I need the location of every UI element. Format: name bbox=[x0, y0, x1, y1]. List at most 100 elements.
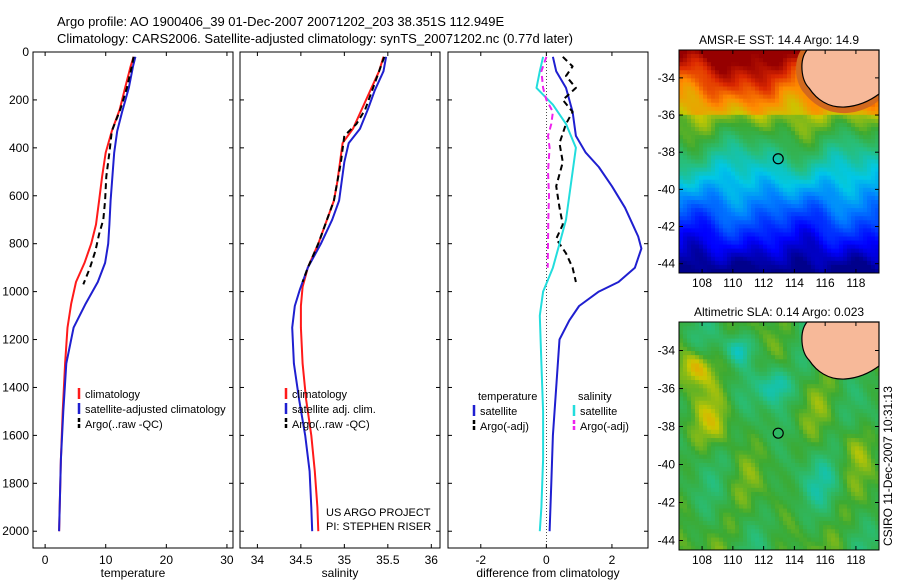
map-cell bbox=[751, 159, 756, 165]
map-cell bbox=[827, 487, 832, 493]
map-cell bbox=[683, 139, 688, 144]
map-cell bbox=[871, 433, 876, 439]
map-cell bbox=[855, 252, 860, 258]
map-cell bbox=[739, 458, 744, 464]
map-cell bbox=[875, 260, 879, 266]
map-cell bbox=[747, 264, 752, 270]
map-cell bbox=[683, 159, 688, 165]
map-cell bbox=[819, 256, 824, 262]
map-cell bbox=[727, 171, 732, 177]
map-cell bbox=[775, 179, 780, 185]
map-cell bbox=[723, 351, 728, 356]
map-cell bbox=[783, 208, 788, 213]
map-cell bbox=[715, 70, 720, 75]
map-cell bbox=[687, 82, 692, 88]
map-cell bbox=[783, 446, 788, 452]
map-cell bbox=[799, 438, 804, 443]
map-cell bbox=[731, 86, 736, 92]
map-cell bbox=[811, 139, 816, 144]
map-cell bbox=[703, 90, 708, 96]
map-cell bbox=[703, 102, 708, 108]
map-cell bbox=[743, 425, 748, 431]
map-cell bbox=[807, 143, 812, 148]
map-cell bbox=[743, 195, 748, 201]
map-cell bbox=[795, 86, 800, 92]
map-cell bbox=[699, 450, 704, 456]
map-cell bbox=[787, 346, 792, 352]
map-cell bbox=[831, 244, 836, 250]
map-cell bbox=[795, 94, 800, 100]
map-cell bbox=[815, 433, 820, 439]
map-cell bbox=[751, 191, 756, 197]
map-cell bbox=[831, 471, 836, 476]
map-cell bbox=[763, 346, 768, 352]
map-cell bbox=[739, 54, 744, 59]
map-cell bbox=[807, 236, 812, 242]
map-cell bbox=[811, 147, 816, 152]
map-cell bbox=[783, 268, 788, 273]
map-cell bbox=[703, 380, 708, 385]
map-cell bbox=[691, 122, 696, 128]
map-cell bbox=[691, 409, 696, 414]
map-cell bbox=[791, 135, 796, 140]
map-cell bbox=[819, 143, 824, 148]
map-cell bbox=[747, 252, 752, 258]
map-cell bbox=[807, 433, 812, 439]
map-cell bbox=[703, 256, 708, 262]
legend-label: Argo(-adj) bbox=[480, 421, 529, 433]
map-cell bbox=[811, 179, 816, 185]
map-cell bbox=[767, 326, 772, 331]
map-cell bbox=[835, 252, 840, 258]
map-cell bbox=[807, 131, 812, 136]
map-cell bbox=[679, 450, 684, 456]
map-cell bbox=[771, 208, 776, 213]
map-cell bbox=[707, 433, 712, 439]
map-cell bbox=[755, 54, 760, 59]
map-cell bbox=[803, 228, 808, 234]
map-cell bbox=[799, 167, 804, 173]
map-cell bbox=[719, 236, 724, 242]
map-cell bbox=[735, 94, 740, 100]
map-cell bbox=[687, 264, 692, 270]
map-cell bbox=[735, 483, 740, 489]
map-cell bbox=[763, 342, 768, 348]
map-cell bbox=[695, 187, 700, 193]
map-cell bbox=[747, 346, 752, 352]
map-cell bbox=[699, 375, 704, 381]
map-cell bbox=[711, 322, 716, 327]
map-cell bbox=[695, 326, 700, 331]
map-cell bbox=[691, 425, 696, 431]
map-cell bbox=[827, 143, 832, 148]
map-cell bbox=[683, 252, 688, 258]
map-cell bbox=[839, 183, 844, 189]
map-cell bbox=[763, 110, 768, 116]
map-cell bbox=[755, 375, 760, 381]
map-cell bbox=[783, 454, 788, 460]
map-cell bbox=[723, 375, 728, 381]
map-cell bbox=[699, 220, 704, 225]
map-cell bbox=[727, 208, 732, 213]
map-cell bbox=[719, 200, 724, 205]
map-cell bbox=[679, 471, 684, 476]
legend-label: Argo(..raw -QC) bbox=[292, 419, 370, 431]
map-cell bbox=[711, 409, 716, 414]
map-cell bbox=[811, 380, 816, 385]
map-cell bbox=[827, 163, 832, 169]
map-cell bbox=[831, 446, 836, 452]
map-cell bbox=[707, 78, 712, 84]
map-cell bbox=[855, 183, 860, 189]
map-cell bbox=[719, 351, 724, 356]
map-cell bbox=[851, 458, 856, 464]
map-cell bbox=[811, 248, 816, 254]
map-cell bbox=[767, 268, 772, 273]
map-cell bbox=[731, 70, 736, 75]
map-cell bbox=[859, 442, 864, 447]
map-cell bbox=[863, 175, 868, 181]
map-cell bbox=[827, 167, 832, 173]
map-cell bbox=[747, 143, 752, 148]
map-cell bbox=[811, 429, 816, 435]
map-cell bbox=[791, 204, 796, 209]
map-cell bbox=[863, 467, 868, 472]
map-cell bbox=[763, 248, 768, 254]
map-cell bbox=[695, 346, 700, 352]
